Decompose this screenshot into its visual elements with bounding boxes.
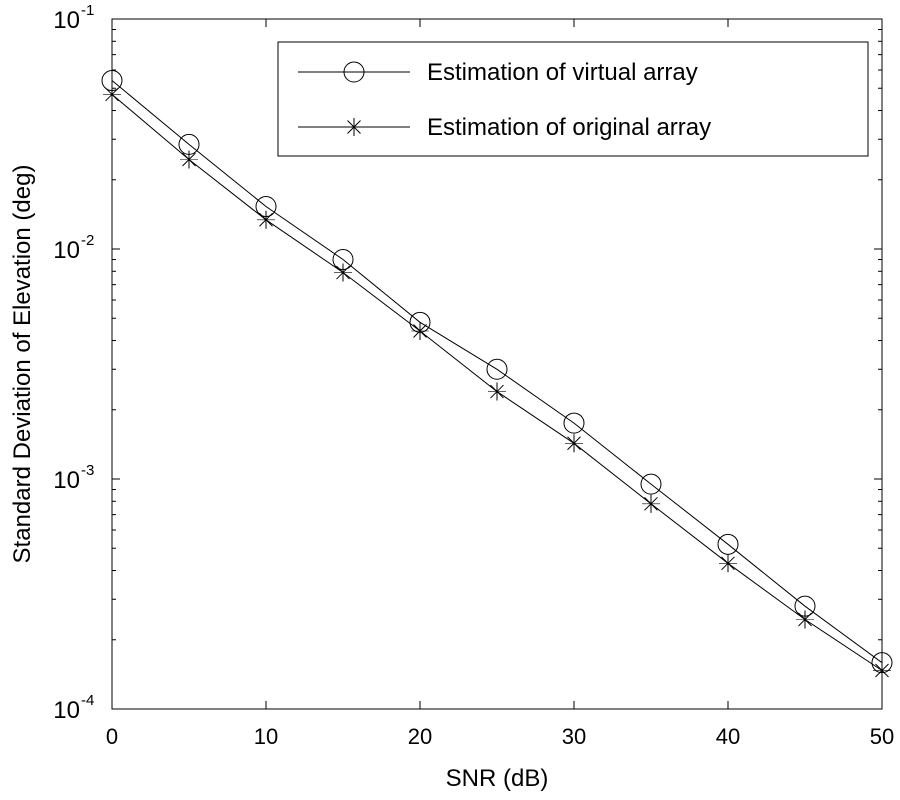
y-tick-label-exponent: -1 <box>81 2 94 19</box>
x-tick-label: 0 <box>106 724 118 749</box>
y-tick-label-base: 10 <box>53 7 80 34</box>
series-line <box>111 80 883 664</box>
y-tick-label: 10 -2 <box>53 232 94 264</box>
y-tick-label: 10 -4 <box>53 692 94 724</box>
y-tick-label-exponent: -2 <box>81 232 94 249</box>
data-point-asterisk <box>411 322 429 341</box>
data-point-circle <box>343 61 365 83</box>
data-point-asterisk <box>719 554 737 573</box>
legend-entry: Estimation of virtual array <box>298 59 698 86</box>
legend-label: Estimation of original array <box>427 114 711 141</box>
y-axis-label: Standard Deviation of Elevation (deg) <box>9 165 36 564</box>
x-tick-label: 40 <box>716 724 740 749</box>
y-tick-label-exponent: -3 <box>81 462 94 479</box>
data-point-circle <box>563 412 585 434</box>
x-tick-label: 10 <box>254 724 278 749</box>
x-axis-label: SNR (dB) <box>446 765 549 792</box>
legend-entry: Estimation of original array <box>298 114 711 141</box>
y-tick-label-base: 10 <box>53 467 80 494</box>
data-point-asterisk <box>345 118 363 136</box>
data-point-circle <box>486 358 508 380</box>
plot-frame <box>111 18 883 710</box>
data-point-asterisk <box>565 434 583 453</box>
legend-label: Estimation of virtual array <box>427 59 698 86</box>
y-tick-label-base: 10 <box>53 697 80 724</box>
legend-items: Estimation of virtual array Estimation of… <box>298 59 711 141</box>
y-tick-label: 10 -1 <box>53 2 94 34</box>
x-tick-label: 50 <box>870 724 894 749</box>
data-point-circle <box>640 473 662 495</box>
x-tick-label: 20 <box>408 724 432 749</box>
y-tick-label-exponent: -4 <box>81 692 94 709</box>
data-point-asterisk <box>257 210 275 229</box>
y-tick-label: 10 -3 <box>53 462 94 494</box>
legend: Estimation of virtual array Estimation of… <box>277 41 869 157</box>
x-tick-label: 30 <box>562 724 586 749</box>
data-point-asterisk <box>488 382 506 401</box>
y-tick-label-base: 10 <box>53 237 80 264</box>
data-point-asterisk <box>796 610 814 629</box>
series-layer <box>101 70 893 680</box>
data-point-asterisk <box>334 263 352 282</box>
data-point-asterisk <box>642 494 660 513</box>
legend-box <box>277 41 869 157</box>
data-point-asterisk <box>180 150 198 169</box>
